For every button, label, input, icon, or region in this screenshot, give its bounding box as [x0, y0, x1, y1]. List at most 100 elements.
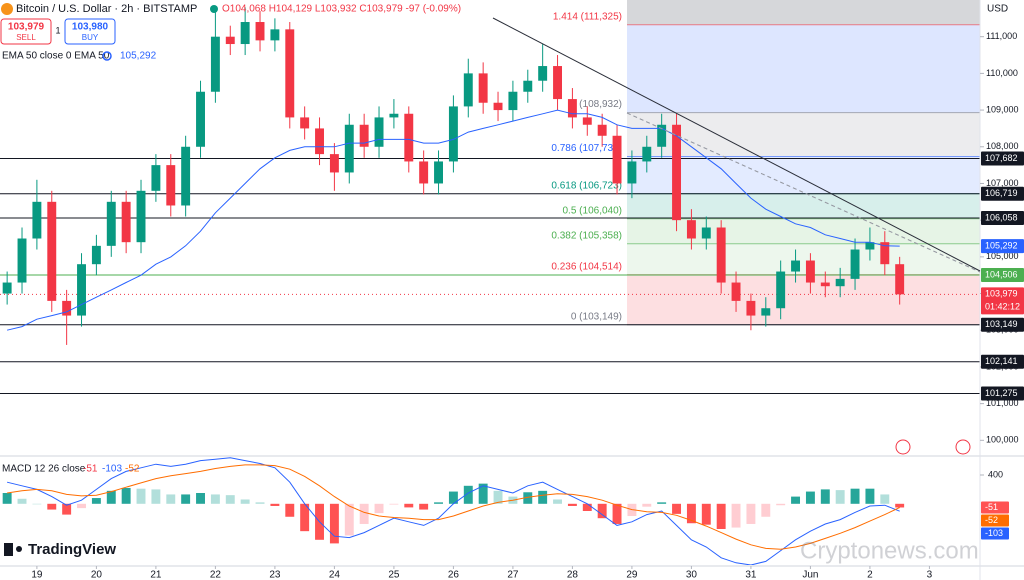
y-tick-label: 107,000 [986, 178, 1019, 188]
macd-histogram-bar [731, 503, 741, 528]
macd-histogram-bar [121, 487, 131, 504]
candle-body [181, 146, 191, 206]
logo-mark [4, 543, 13, 556]
buy-button[interactable] [64, 18, 116, 45]
fib-label: 0.382 (105,358) [551, 230, 622, 241]
macd-histogram-bar [716, 503, 726, 529]
macd-tag-label: -103 [985, 528, 1003, 538]
buy-price: 103,980 [72, 22, 109, 33]
level-tag-label: 107,682 [985, 153, 1018, 163]
candle-body [463, 73, 473, 107]
candle-body [210, 36, 220, 92]
macd-histogram-bar [151, 489, 161, 504]
macd-histogram-bar [270, 503, 280, 506]
macd-tag [981, 514, 1009, 527]
y-tick-label: 105,000 [986, 251, 1019, 261]
currency: USD [987, 4, 1008, 15]
candle-body [508, 91, 518, 111]
level-tag [981, 211, 1024, 226]
candle-body [835, 278, 845, 287]
y-tick-label: 111,000 [986, 31, 1017, 41]
level-tag [981, 354, 1024, 369]
buy-label: BUY [82, 33, 99, 42]
x-tick-label: 19 [31, 570, 43, 580]
candle-body [478, 73, 488, 103]
y-tick-label: 108,000 [986, 141, 1019, 151]
macd-histogram-bar [285, 503, 295, 517]
macd-histogram-bar [820, 489, 830, 504]
fib-label: 0.236 (104,514) [551, 261, 622, 272]
logo-mark [16, 546, 22, 552]
price-tag [981, 287, 1024, 315]
candle-body [419, 161, 429, 184]
candle-body [553, 66, 562, 100]
fib-label: 0.618 (106,723) [551, 180, 622, 191]
macd-histogram-bar [597, 503, 607, 519]
macd-histogram-bar [895, 503, 905, 508]
x-tick-label: 27 [507, 570, 519, 580]
macd-histogram-bar [91, 498, 101, 504]
x-tick-label: 25 [388, 570, 400, 580]
candle-body [91, 245, 101, 265]
macd-histogram-bar [553, 499, 562, 504]
ema-value: 105,292 [120, 51, 157, 62]
x-tick-label: 31 [745, 570, 757, 580]
macd-histogram-bar [805, 491, 815, 504]
macd-hist-value: -51 [83, 464, 98, 475]
macd-histogram-bar [136, 488, 146, 504]
signal-line [7, 464, 900, 550]
event-icon[interactable] [895, 439, 911, 455]
candle-body [686, 220, 696, 239]
sell-button[interactable] [0, 18, 52, 45]
candle-body [285, 29, 295, 118]
macd-histogram-bar [448, 491, 458, 504]
candle-body [17, 238, 27, 283]
candle-body [329, 154, 339, 173]
macd-histogram-bar [478, 483, 488, 504]
event-icon[interactable] [955, 439, 971, 455]
candle-body [240, 22, 250, 45]
level-tag-label: 101,275 [985, 388, 1018, 398]
candle-body [820, 282, 830, 287]
candle-body [567, 99, 577, 118]
watermark: Cryptonews.com [800, 537, 979, 564]
macd-histogram-bar [523, 492, 533, 504]
x-tick-label: 21 [150, 570, 162, 580]
spread: 1 [55, 25, 60, 35]
level-tag [981, 267, 1024, 282]
macd-pane [2, 457, 905, 565]
macd-histogram-bar [791, 496, 801, 504]
x-tick-label: 22 [210, 570, 222, 580]
macd-line-value: -103 [102, 464, 122, 475]
x-tick-label: 30 [686, 570, 698, 580]
candle-body [716, 227, 726, 283]
macd-histogram-bar [62, 503, 72, 515]
ema-legend: EMA 50 close 0 EMA 50 [2, 51, 110, 62]
level-tag-label: 106,719 [985, 188, 1018, 198]
ohlc: O104,068 H104,129 L103,932 C103,979 -97 … [222, 4, 461, 15]
candle-body [642, 146, 652, 162]
candle-body [389, 113, 399, 118]
price-pane: 1.414 (111,325) 1 (108,932) 0.786 (107,734… [0, 0, 980, 395]
candle-body [538, 66, 548, 81]
macd-histogram-bar [240, 499, 250, 504]
candle-body [597, 124, 607, 136]
candle-body [895, 264, 905, 295]
sell-price: 103,979 [8, 22, 45, 33]
candle-body [880, 242, 890, 265]
candle-body [404, 113, 414, 162]
macd-histogram-bar [389, 503, 399, 505]
candle-body [359, 124, 369, 147]
candle-body [47, 201, 57, 301]
macd-histogram-bar [776, 503, 786, 506]
macd-histogram-bar [374, 503, 384, 514]
y-tick-label: 101,000 [986, 398, 1019, 408]
macd-histogram-bar [32, 503, 42, 505]
candle-body [657, 124, 667, 147]
macd-histogram-bar [404, 503, 414, 508]
x-tick-label: 24 [329, 570, 341, 580]
market-status [210, 5, 218, 13]
candle-body [32, 201, 42, 239]
price-tag-label: 01:42:12 [985, 302, 1020, 312]
